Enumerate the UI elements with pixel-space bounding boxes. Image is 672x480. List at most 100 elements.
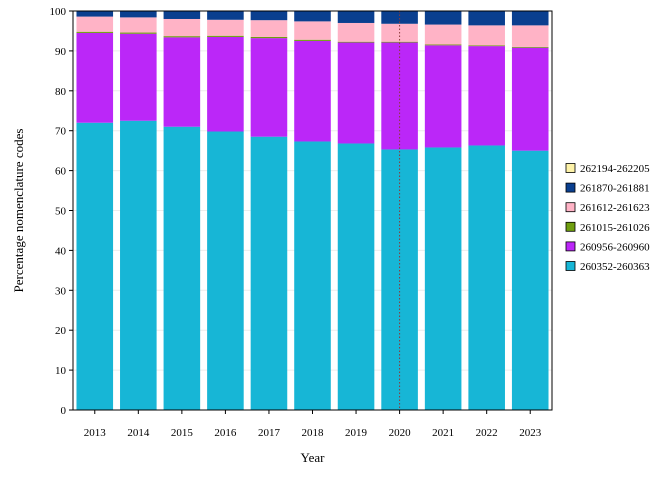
bar-segment-260352-260363-2022 [468, 145, 505, 410]
legend-label: 262194-262205 [580, 163, 650, 175]
bar-segment-260956-260960-2023 [511, 47, 549, 151]
x-tick-label: 2014 [127, 427, 150, 439]
y-axis: 0 10 20 30 40 50 60 70 80 90 100 [50, 6, 73, 417]
bar-segment-261015-261026-2021 [424, 44, 462, 46]
legend-item: 260352-260363 [565, 261, 650, 273]
bar-segment-261015-261026-2017 [250, 36, 288, 39]
bar-segment-260956-260960-2013 [76, 32, 114, 123]
bar-segment-261015-261026-2022 [468, 45, 505, 47]
bar-segment-260956-260960-2022 [468, 46, 505, 146]
y-tick-label: 100 [50, 6, 67, 18]
bar-segment-261015-261026-2016 [207, 35, 244, 37]
x-tick-label: 2013 [84, 427, 107, 439]
legend-item: 261612-261623 [565, 202, 650, 214]
x-tick-label: 2019 [345, 427, 368, 439]
bar-segment-261612-261623-2022 [468, 25, 505, 46]
legend-item: 260956-260960 [565, 241, 650, 253]
x-tick-label: 2015 [171, 427, 194, 439]
bar-segment-261870-261881-2015 [163, 11, 201, 19]
bar-segment-261612-261623-2021 [424, 24, 462, 45]
bar-segment-260956-260960-2018 [294, 40, 331, 142]
bar-segment-260352-260363-2021 [424, 147, 462, 410]
x-tick-label: 2022 [476, 427, 498, 439]
bar-segment-261612-261623-2016 [207, 19, 244, 36]
legend-item: 261015-261026 [565, 221, 650, 234]
x-tick-label: 2017 [258, 427, 281, 439]
y-axis-title: Percentage nomenclature codes [11, 129, 26, 293]
legend-label: 261015-261026 [580, 222, 650, 234]
bar-segment-261612-261623-2015 [163, 18, 201, 37]
legend-label: 260956-260960 [580, 241, 650, 253]
x-tick-label: 2021 [432, 427, 454, 439]
bar-segment-260352-260363-2020 [381, 149, 418, 410]
legend-swatch [565, 163, 576, 173]
bar-segment-260352-260363-2017 [250, 136, 288, 410]
legend-item: 261870-261881 [565, 182, 650, 195]
y-tick-label: 80 [55, 86, 67, 98]
x-axis-title: Year [301, 450, 326, 465]
y-tick-label: 70 [55, 126, 67, 138]
bar-segment-260352-260363-2015 [163, 126, 201, 411]
bar-segment-261612-261623-2017 [250, 20, 288, 37]
bar-segment-260352-260363-2016 [207, 131, 244, 411]
bar-segment-261870-261881-2023 [511, 11, 549, 26]
bar-segment-261612-261623-2014 [120, 17, 157, 33]
y-tick-label: 0 [61, 405, 67, 417]
legend-label: 261870-261881 [580, 183, 650, 195]
bar-segment-261870-261881-2018 [294, 11, 331, 22]
bar-segment-261870-261881-2021 [424, 11, 462, 25]
bar-segment-260956-260960-2016 [207, 36, 244, 132]
bar-segment-261870-261881-2020 [381, 11, 418, 24]
legend: 262194-262205 261870-261881 261612-261623 2… [565, 163, 650, 273]
bar-segment-261612-261623-2019 [337, 22, 375, 42]
legend-item: 262194-262205 [565, 163, 650, 175]
x-tick-label: 2018 [302, 427, 325, 439]
x-tick-label: 2016 [214, 427, 237, 439]
bar-segment-261015-261026-2019 [337, 41, 375, 43]
y-tick-label: 50 [55, 206, 67, 218]
bar-segment-261870-261881-2019 [337, 11, 375, 23]
bar-segment-261870-261881-2016 [207, 11, 244, 20]
bar-segment-260956-260960-2019 [337, 42, 375, 144]
bar-segment-261015-261026-2014 [120, 32, 157, 34]
legend-swatch [565, 202, 576, 213]
x-axis: 2013 2014 2015 2016 2017 2018 2019 2020 2021 2022… [84, 410, 542, 439]
bar-segment-260956-260960-2017 [250, 38, 288, 137]
legend-swatch [565, 221, 576, 232]
legend-swatch [565, 241, 576, 252]
legend-swatch [565, 182, 576, 193]
bar-segment-261870-261881-2022 [468, 11, 505, 26]
bar-segment-261870-261881-2017 [250, 11, 288, 21]
bar-segment-261015-261026-2020 [381, 41, 418, 43]
legend-swatch [565, 261, 576, 271]
bar-segment-260352-260363-2019 [337, 143, 375, 410]
bar-segment-260956-260960-2021 [424, 45, 462, 148]
bar-segment-260352-260363-2013 [76, 122, 114, 410]
bar-segment-260956-260960-2015 [163, 37, 201, 127]
bar-segment-261015-261026-2023 [511, 46, 549, 48]
y-tick-label: 30 [55, 285, 67, 297]
y-tick-label: 40 [55, 245, 67, 257]
legend-label: 260352-260363 [580, 261, 650, 273]
bar-segment-260956-260960-2014 [120, 33, 157, 121]
x-tick-label: 2023 [519, 427, 542, 439]
y-tick-label: 20 [55, 325, 67, 337]
y-tick-label: 10 [55, 365, 67, 377]
legend-label: 261612-261623 [580, 202, 650, 214]
bar-segment-261612-261623-2013 [76, 16, 114, 32]
x-tick-label: 2020 [389, 427, 412, 439]
bar-segment-261870-261881-2014 [120, 11, 157, 18]
bar-segment-261870-261881-2013 [76, 11, 114, 17]
bar-segment-261015-261026-2018 [294, 39, 331, 41]
y-tick-label: 90 [55, 46, 67, 58]
bar-segment-260352-260363-2014 [120, 120, 157, 410]
bar-segment-260352-260363-2023 [511, 150, 549, 410]
bars [76, 11, 549, 411]
y-tick-label: 60 [55, 166, 67, 178]
bar-segment-261015-261026-2013 [76, 31, 114, 33]
bar-segment-261015-261026-2015 [163, 36, 201, 38]
bar-segment-261612-261623-2023 [511, 25, 549, 47]
bar-segment-261612-261623-2018 [294, 21, 331, 40]
